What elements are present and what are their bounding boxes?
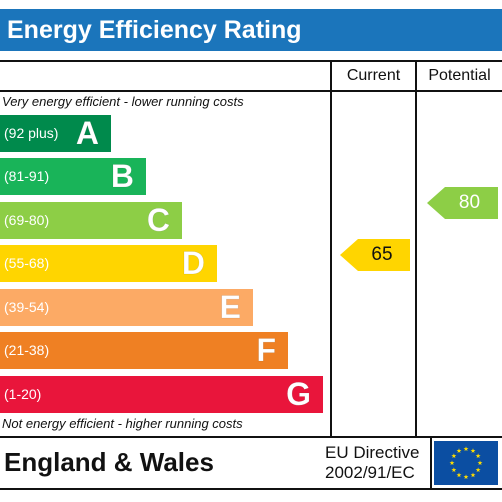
band-letter-label: G	[286, 376, 311, 413]
eu-star-icon	[456, 448, 462, 453]
eu-star-icon	[456, 472, 462, 478]
band-range-label: (39-54)	[4, 299, 50, 315]
region-label: England & Wales	[4, 447, 214, 477]
top-note: Very energy efficient - lower running co…	[2, 94, 244, 109]
eu-star-icon	[477, 460, 483, 466]
eu-star-icon	[475, 467, 481, 473]
current-rating-value: 65	[371, 244, 393, 265]
eu-star-icon	[463, 474, 469, 480]
current-column-header: Current	[346, 67, 401, 84]
eu-star-icon	[451, 467, 457, 473]
rating-band-b: (81-91) B	[0, 158, 146, 195]
band-range-label: (69-80)	[4, 212, 50, 228]
current-column-divider	[330, 60, 332, 438]
eu-star-icon	[463, 446, 469, 452]
eu-star-icon	[470, 448, 476, 453]
rating-band-c: (69-80) C	[0, 202, 182, 239]
band-range-label: (1-20)	[4, 386, 42, 402]
rating-band-g: (1-20) G	[0, 376, 323, 413]
band-letter-label: A	[75, 115, 100, 152]
chart-bottom-line	[0, 436, 502, 438]
frame-top-line	[0, 60, 502, 62]
potential-column-header: Potential	[428, 67, 491, 84]
band-letter-label: E	[219, 289, 241, 326]
header-row-line	[0, 90, 502, 92]
chart-title: Energy Efficiency Rating	[0, 9, 502, 51]
band-range-label: (81-91)	[4, 168, 50, 184]
directive-line-1: EU Directive	[325, 443, 420, 462]
band-letter-label: C	[146, 202, 171, 239]
potential-rating-arrow: 80	[427, 187, 498, 219]
eu-star-icon	[475, 453, 481, 459]
band-range-label: (92 plus)	[4, 125, 59, 141]
rating-band-a: (92 plus) A	[0, 115, 111, 152]
eu-star-icon	[470, 472, 476, 478]
rating-band-e: (39-54) E	[0, 289, 253, 326]
rating-band-f: (21-38) F	[0, 332, 288, 369]
flag-divider	[430, 436, 432, 490]
eu-flag-icon	[434, 441, 498, 485]
band-range-label: (55-68)	[4, 255, 50, 271]
band-letter-label: B	[110, 158, 135, 195]
eu-star-icon	[449, 460, 455, 466]
potential-column-divider	[415, 60, 417, 438]
potential-rating-value: 80	[458, 192, 481, 213]
bottom-note: Not energy efficient - higher running co…	[2, 416, 243, 431]
band-letter-label: D	[181, 245, 206, 282]
eu-star-icon	[451, 453, 457, 459]
current-rating-arrow: 65	[340, 239, 410, 271]
band-range-label: (21-38)	[4, 342, 50, 358]
frame-bottom-line	[0, 488, 502, 490]
directive-line-2: 2002/91/EC	[325, 463, 415, 482]
rating-band-d: (55-68) D	[0, 245, 217, 282]
band-letter-label: F	[256, 332, 276, 369]
